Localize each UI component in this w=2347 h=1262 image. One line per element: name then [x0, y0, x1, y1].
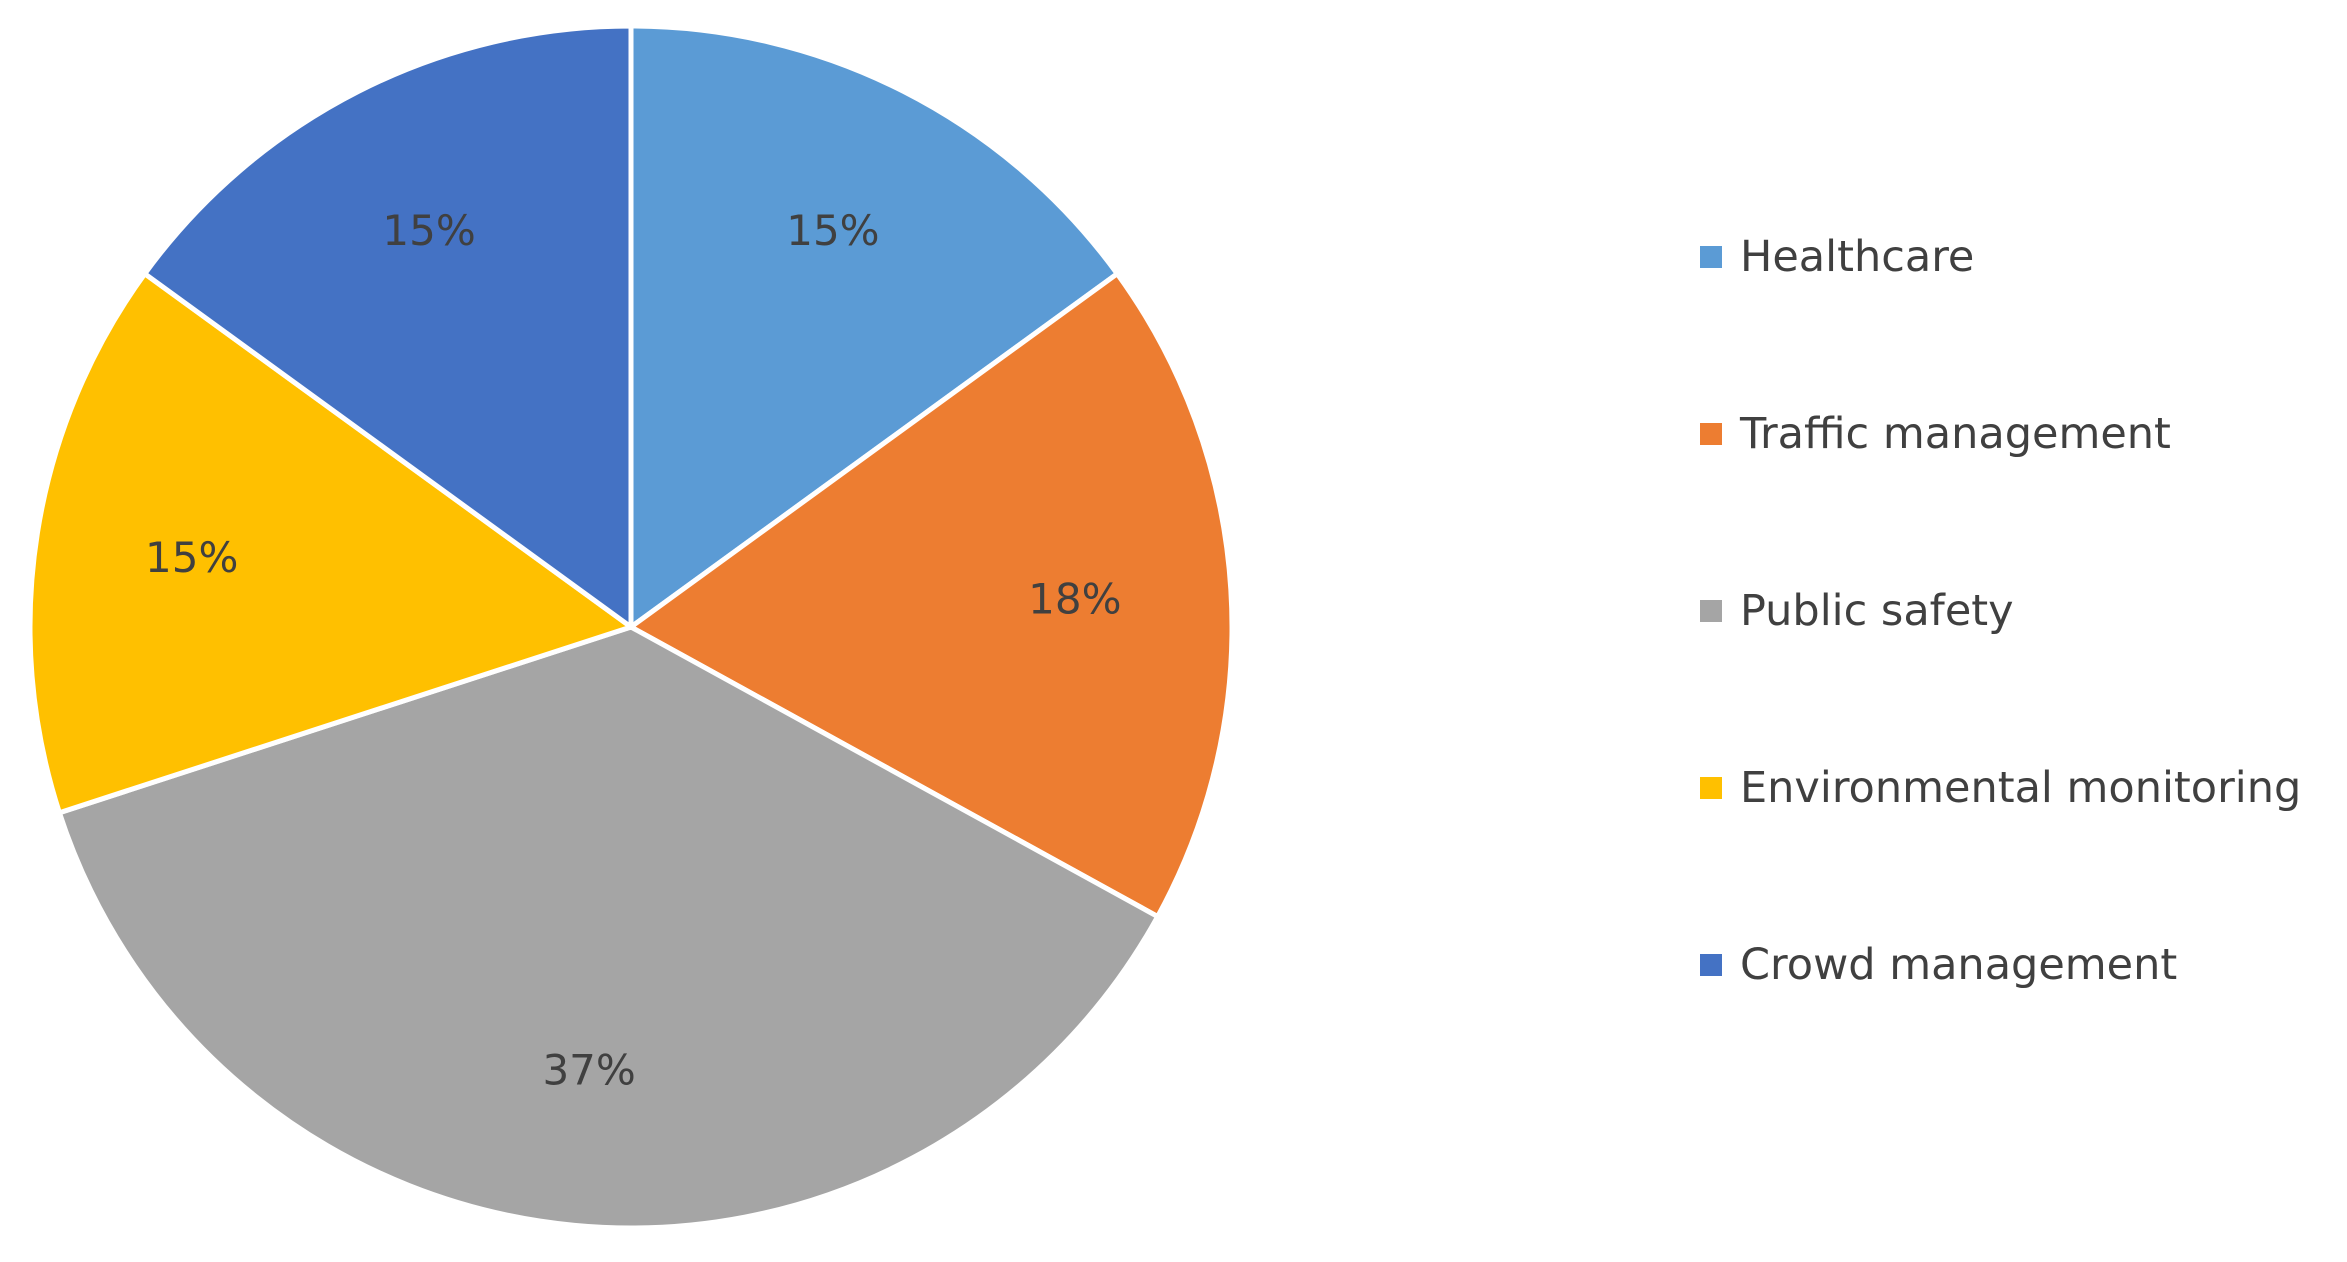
- pie-slice-traffic-management: [628, 271, 1235, 920]
- data-label-traffic-management: 18%: [1028, 575, 1121, 624]
- legend-swatch: [1700, 954, 1722, 976]
- pie-slice-healthcare: [628, 23, 1120, 630]
- pie-slice-crowd-management: [142, 23, 634, 630]
- legend-label: Public safety: [1740, 586, 2014, 636]
- pie-slice-environmental-monitoring: [27, 271, 634, 816]
- legend-swatch: [1700, 600, 1722, 622]
- legend-item-environmental-monitoring: Environmental monitoring: [1700, 761, 2340, 815]
- legend-label: Healthcare: [1740, 232, 1975, 282]
- data-label-crowd-management: 15%: [382, 206, 475, 255]
- legend-item-public-safety: Public safety: [1700, 584, 2340, 638]
- data-label-environmental-monitoring: 15%: [145, 533, 238, 582]
- pie-slices: [27, 23, 1235, 1231]
- pie-data-labels: 15% 18% 37% 15% 15%: [145, 206, 1121, 1094]
- legend-label: Environmental monitoring: [1740, 763, 2302, 813]
- legend-swatch: [1700, 777, 1722, 799]
- legend-label: Traffic management: [1740, 409, 2171, 459]
- legend-swatch: [1700, 423, 1722, 445]
- legend-item-crowd-management: Crowd management: [1700, 938, 2340, 992]
- data-label-public-safety: 37%: [542, 1045, 635, 1094]
- data-label-healthcare: 15%: [786, 206, 879, 255]
- legend-label: Crowd management: [1740, 940, 2178, 990]
- legend-item-traffic-management: Traffic management: [1700, 407, 2340, 461]
- legend-swatch: [1700, 246, 1722, 268]
- pie-slice-public-safety: [56, 624, 1161, 1231]
- chart-legend: Healthcare Traffic management Public safet…: [1700, 230, 2340, 1115]
- legend-item-healthcare: Healthcare: [1700, 230, 2340, 284]
